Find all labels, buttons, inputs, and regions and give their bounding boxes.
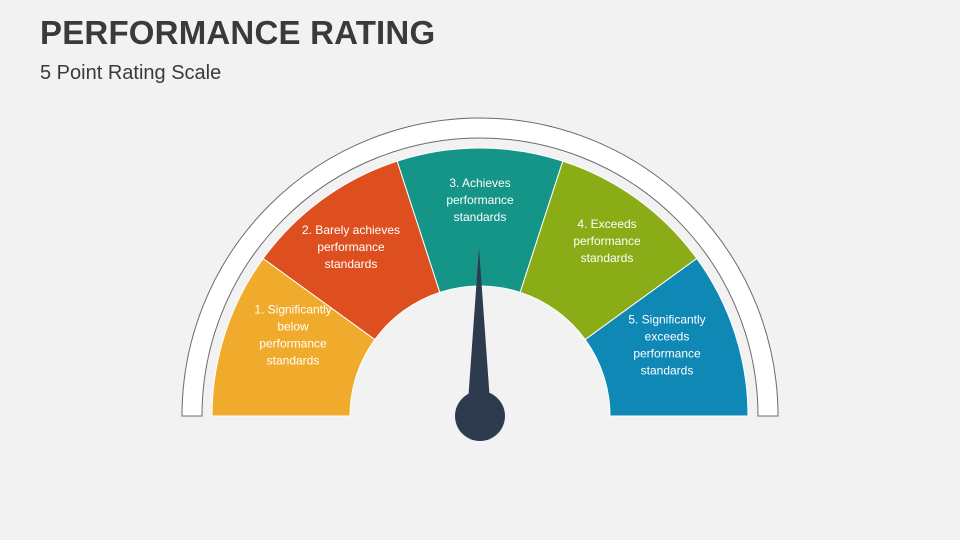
gauge-needle-hub	[455, 391, 505, 441]
gauge-segment-5	[584, 257, 749, 417]
segment-label-line: 3. Achieves	[449, 176, 510, 190]
segment-label-1: 1. Significantly below performance standard…	[254, 303, 331, 368]
segment-label-line: standards	[267, 354, 320, 368]
segment-label-line: performance	[317, 240, 385, 254]
segment-label-line: 5. Significantly	[628, 313, 705, 327]
segment-label-line: 1. Significantly	[254, 303, 331, 317]
gauge-needle	[468, 248, 490, 402]
segment-label-line: 4. Exceeds	[577, 217, 636, 231]
segment-label-line: performance	[573, 234, 641, 248]
segment-label-3: 3. Achieves performance standards	[446, 176, 514, 224]
gauge-outer-ring	[181, 117, 779, 417]
segment-label-line: 2. Barely achieves	[302, 223, 400, 237]
segment-label-5: 5. Significantly exceeds performance standa…	[628, 313, 705, 378]
page-subtitle: 5 Point Rating Scale	[40, 62, 222, 84]
segment-label-line: standards	[325, 257, 378, 271]
segment-label-line: standards	[641, 364, 694, 378]
segment-label-line: below	[277, 320, 309, 334]
page-title: PERFORMANCE RATING	[40, 14, 436, 51]
segment-label-2: 2. Barely achieves performance standards	[302, 223, 400, 271]
segment-label-line: performance	[633, 347, 701, 361]
segment-label-line: performance	[446, 193, 514, 207]
segment-label-line: standards	[581, 251, 634, 265]
segment-label-line: standards	[454, 210, 507, 224]
segment-label-line: exceeds	[645, 330, 690, 344]
segment-label-line: performance	[259, 337, 327, 351]
segment-label-4: 4. Exceeds performance standards	[573, 217, 641, 265]
